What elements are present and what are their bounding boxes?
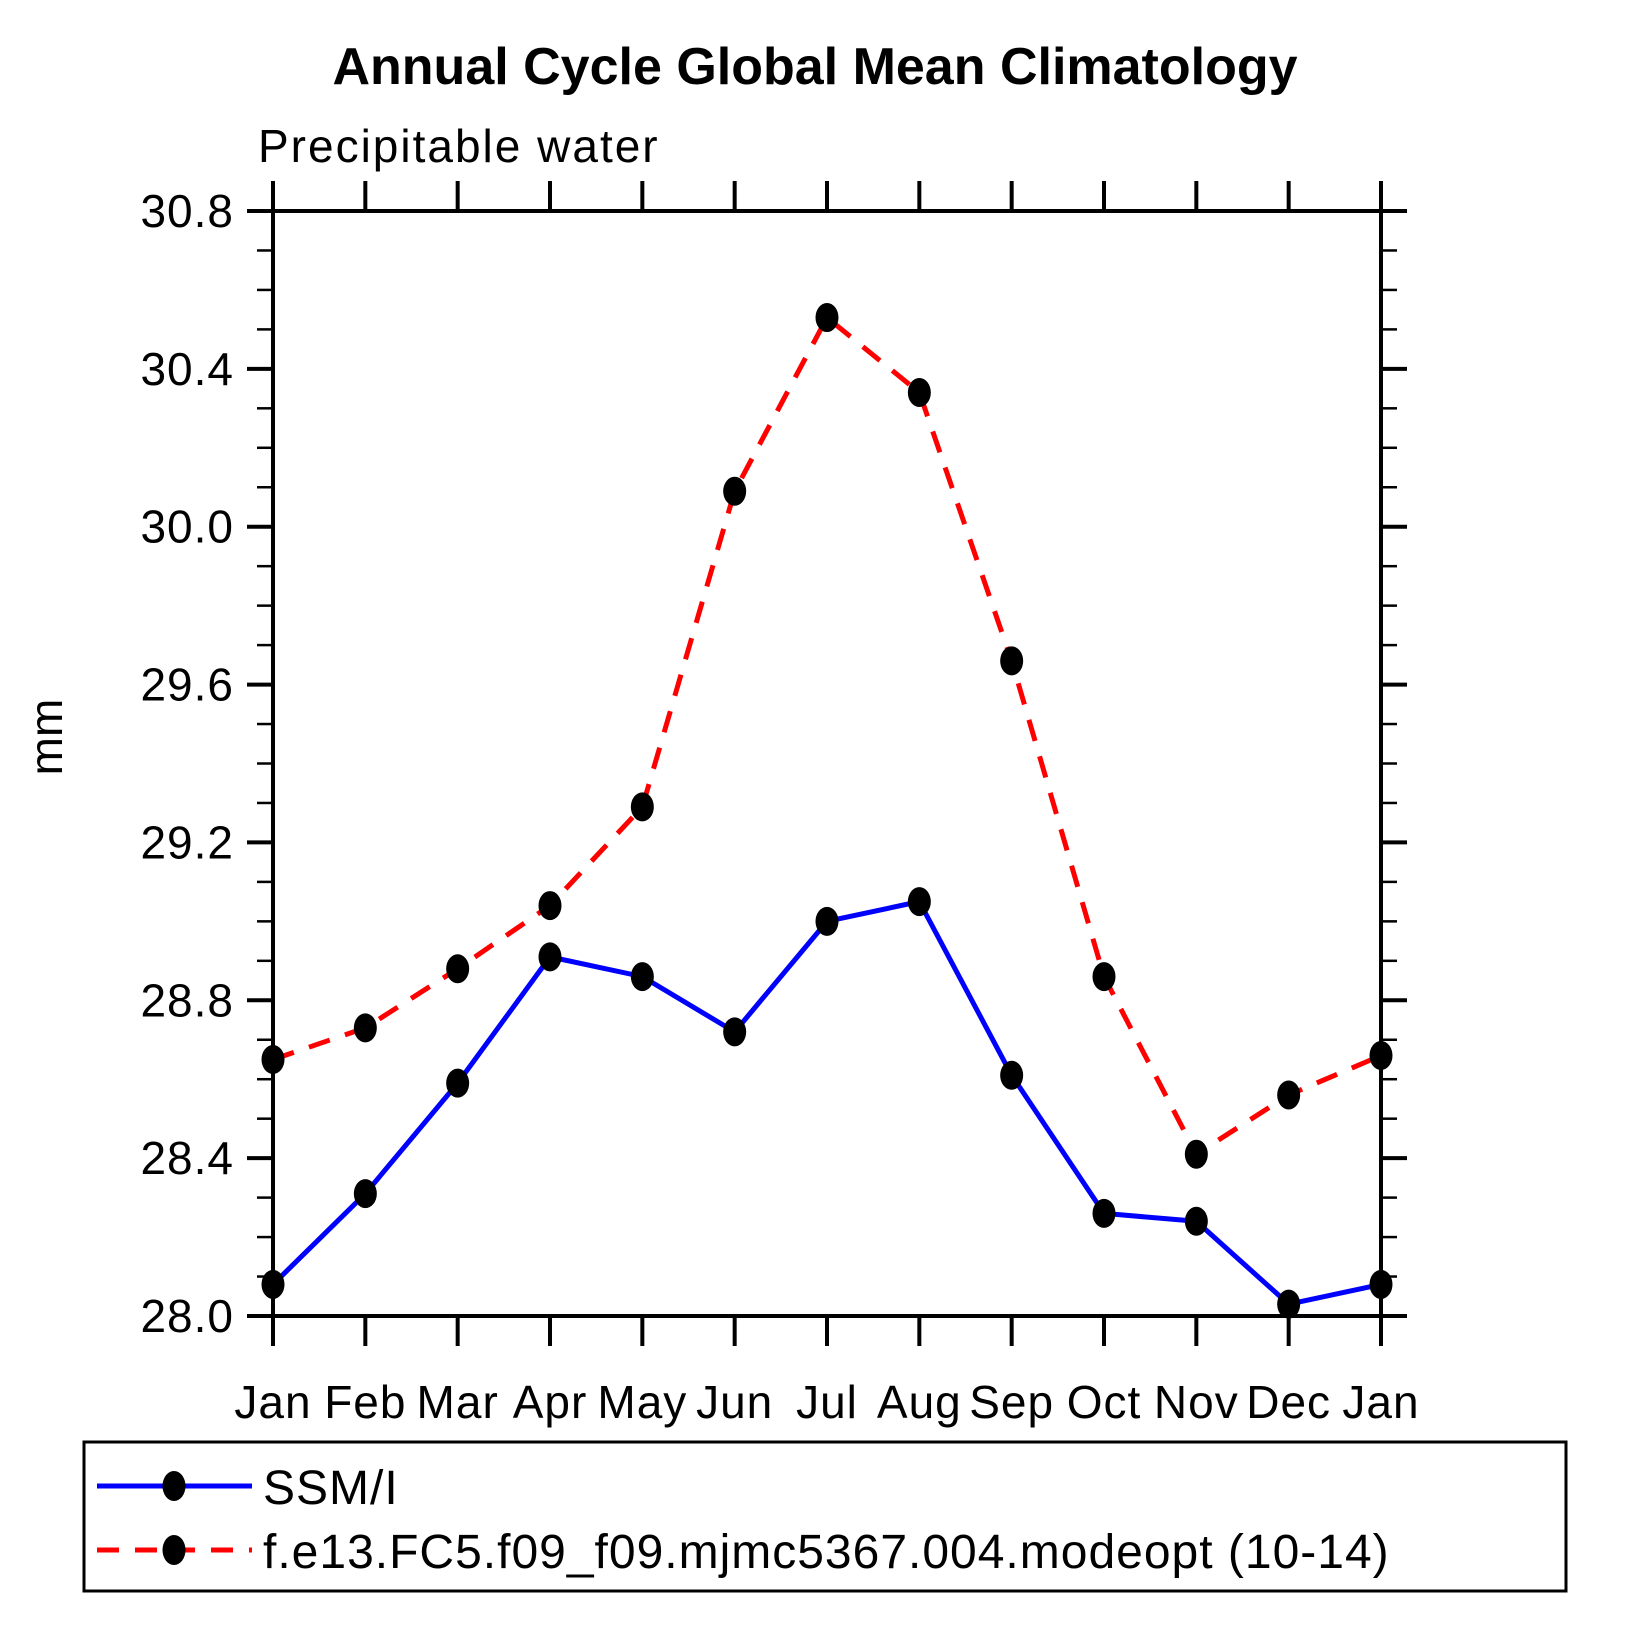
data-point-marker	[261, 1269, 285, 1299]
y-axis-label: mm	[20, 699, 72, 776]
ssmi-legend-label: SSM/I	[263, 1462, 399, 1515]
data-point-marker	[723, 476, 747, 506]
y-tick-label: 28.4	[140, 1132, 234, 1184]
y-tick-label: 30.8	[140, 185, 234, 237]
ssmi-line	[271, 899, 1382, 1307]
data-point-marker	[538, 891, 562, 921]
x-tick-label: Dec	[1246, 1376, 1331, 1428]
y-tick-label: 30.4	[140, 343, 234, 395]
data-point-marker	[815, 906, 839, 936]
x-tick-label: Apr	[513, 1376, 588, 1428]
x-tick-label: Jan	[1342, 1376, 1419, 1428]
data-point-marker	[723, 1017, 747, 1047]
x-tick-label: Feb	[324, 1376, 406, 1428]
x-tick-label: Mar	[417, 1376, 499, 1428]
x-tick-label: Jul	[796, 1376, 858, 1428]
data-point-marker	[1277, 1289, 1301, 1319]
data-point-marker	[1092, 962, 1116, 992]
data-point-marker	[538, 942, 562, 972]
x-tick-label: May	[597, 1376, 687, 1428]
data-point-marker	[1369, 1269, 1393, 1299]
x-tick-label: Jan	[234, 1376, 311, 1428]
data-point-marker	[446, 954, 470, 984]
model-legend-marker	[162, 1535, 186, 1565]
legend: SSM/I f.e13.FC5.f09_f09.mjmc5367.004.mod…	[82, 1440, 1568, 1593]
data-point-marker	[1000, 1060, 1024, 1090]
model-legend-label: f.e13.FC5.f09_f09.mjmc5367.004.modeopt (…	[263, 1526, 1390, 1579]
data-point-marker	[907, 378, 931, 408]
x-tick-label: Aug	[877, 1376, 962, 1428]
x-tick-label: Jun	[696, 1376, 773, 1428]
page-title: Annual Cycle Global Mean Climatology	[332, 38, 1297, 96]
x-tick-label: Oct	[1067, 1376, 1142, 1428]
y-tick-label: 28.0	[140, 1290, 234, 1342]
plot-frame	[271, 209, 1383, 1318]
data-point-marker	[907, 887, 931, 917]
x-tick-label: Nov	[1154, 1376, 1239, 1428]
y-tick-label: 30.0	[140, 501, 234, 553]
data-point-marker	[446, 1068, 470, 1098]
data-point-marker	[1277, 1080, 1301, 1110]
data-point-marker	[1184, 1206, 1208, 1236]
data-point-marker	[630, 792, 654, 822]
data-point-marker	[261, 1044, 285, 1074]
legend-item-ssmi: SSM/I	[97, 1462, 399, 1515]
data-point-marker	[630, 962, 654, 992]
legend-box	[82, 1440, 1568, 1593]
ssmi-legend-marker	[162, 1471, 186, 1501]
y-tick-label: 29.6	[140, 659, 234, 711]
data-point-marker	[1000, 646, 1024, 676]
data-point-marker	[1369, 1041, 1393, 1071]
legend-item-model: f.e13.FC5.f09_f09.mjmc5367.004.modeopt (…	[97, 1526, 1390, 1579]
x-tick-label: Sep	[969, 1376, 1054, 1428]
data-point-marker	[353, 1179, 377, 1209]
data-point-marker	[353, 1013, 377, 1043]
y-tick-label: 28.8	[140, 974, 234, 1026]
y-tick-label: 29.2	[140, 816, 234, 868]
model-line	[272, 315, 1382, 1157]
data-point-marker	[1092, 1198, 1116, 1228]
data-point-marker	[1184, 1139, 1208, 1169]
chart-subtitle: Precipitable water	[258, 120, 660, 172]
data-point-marker	[815, 303, 839, 333]
